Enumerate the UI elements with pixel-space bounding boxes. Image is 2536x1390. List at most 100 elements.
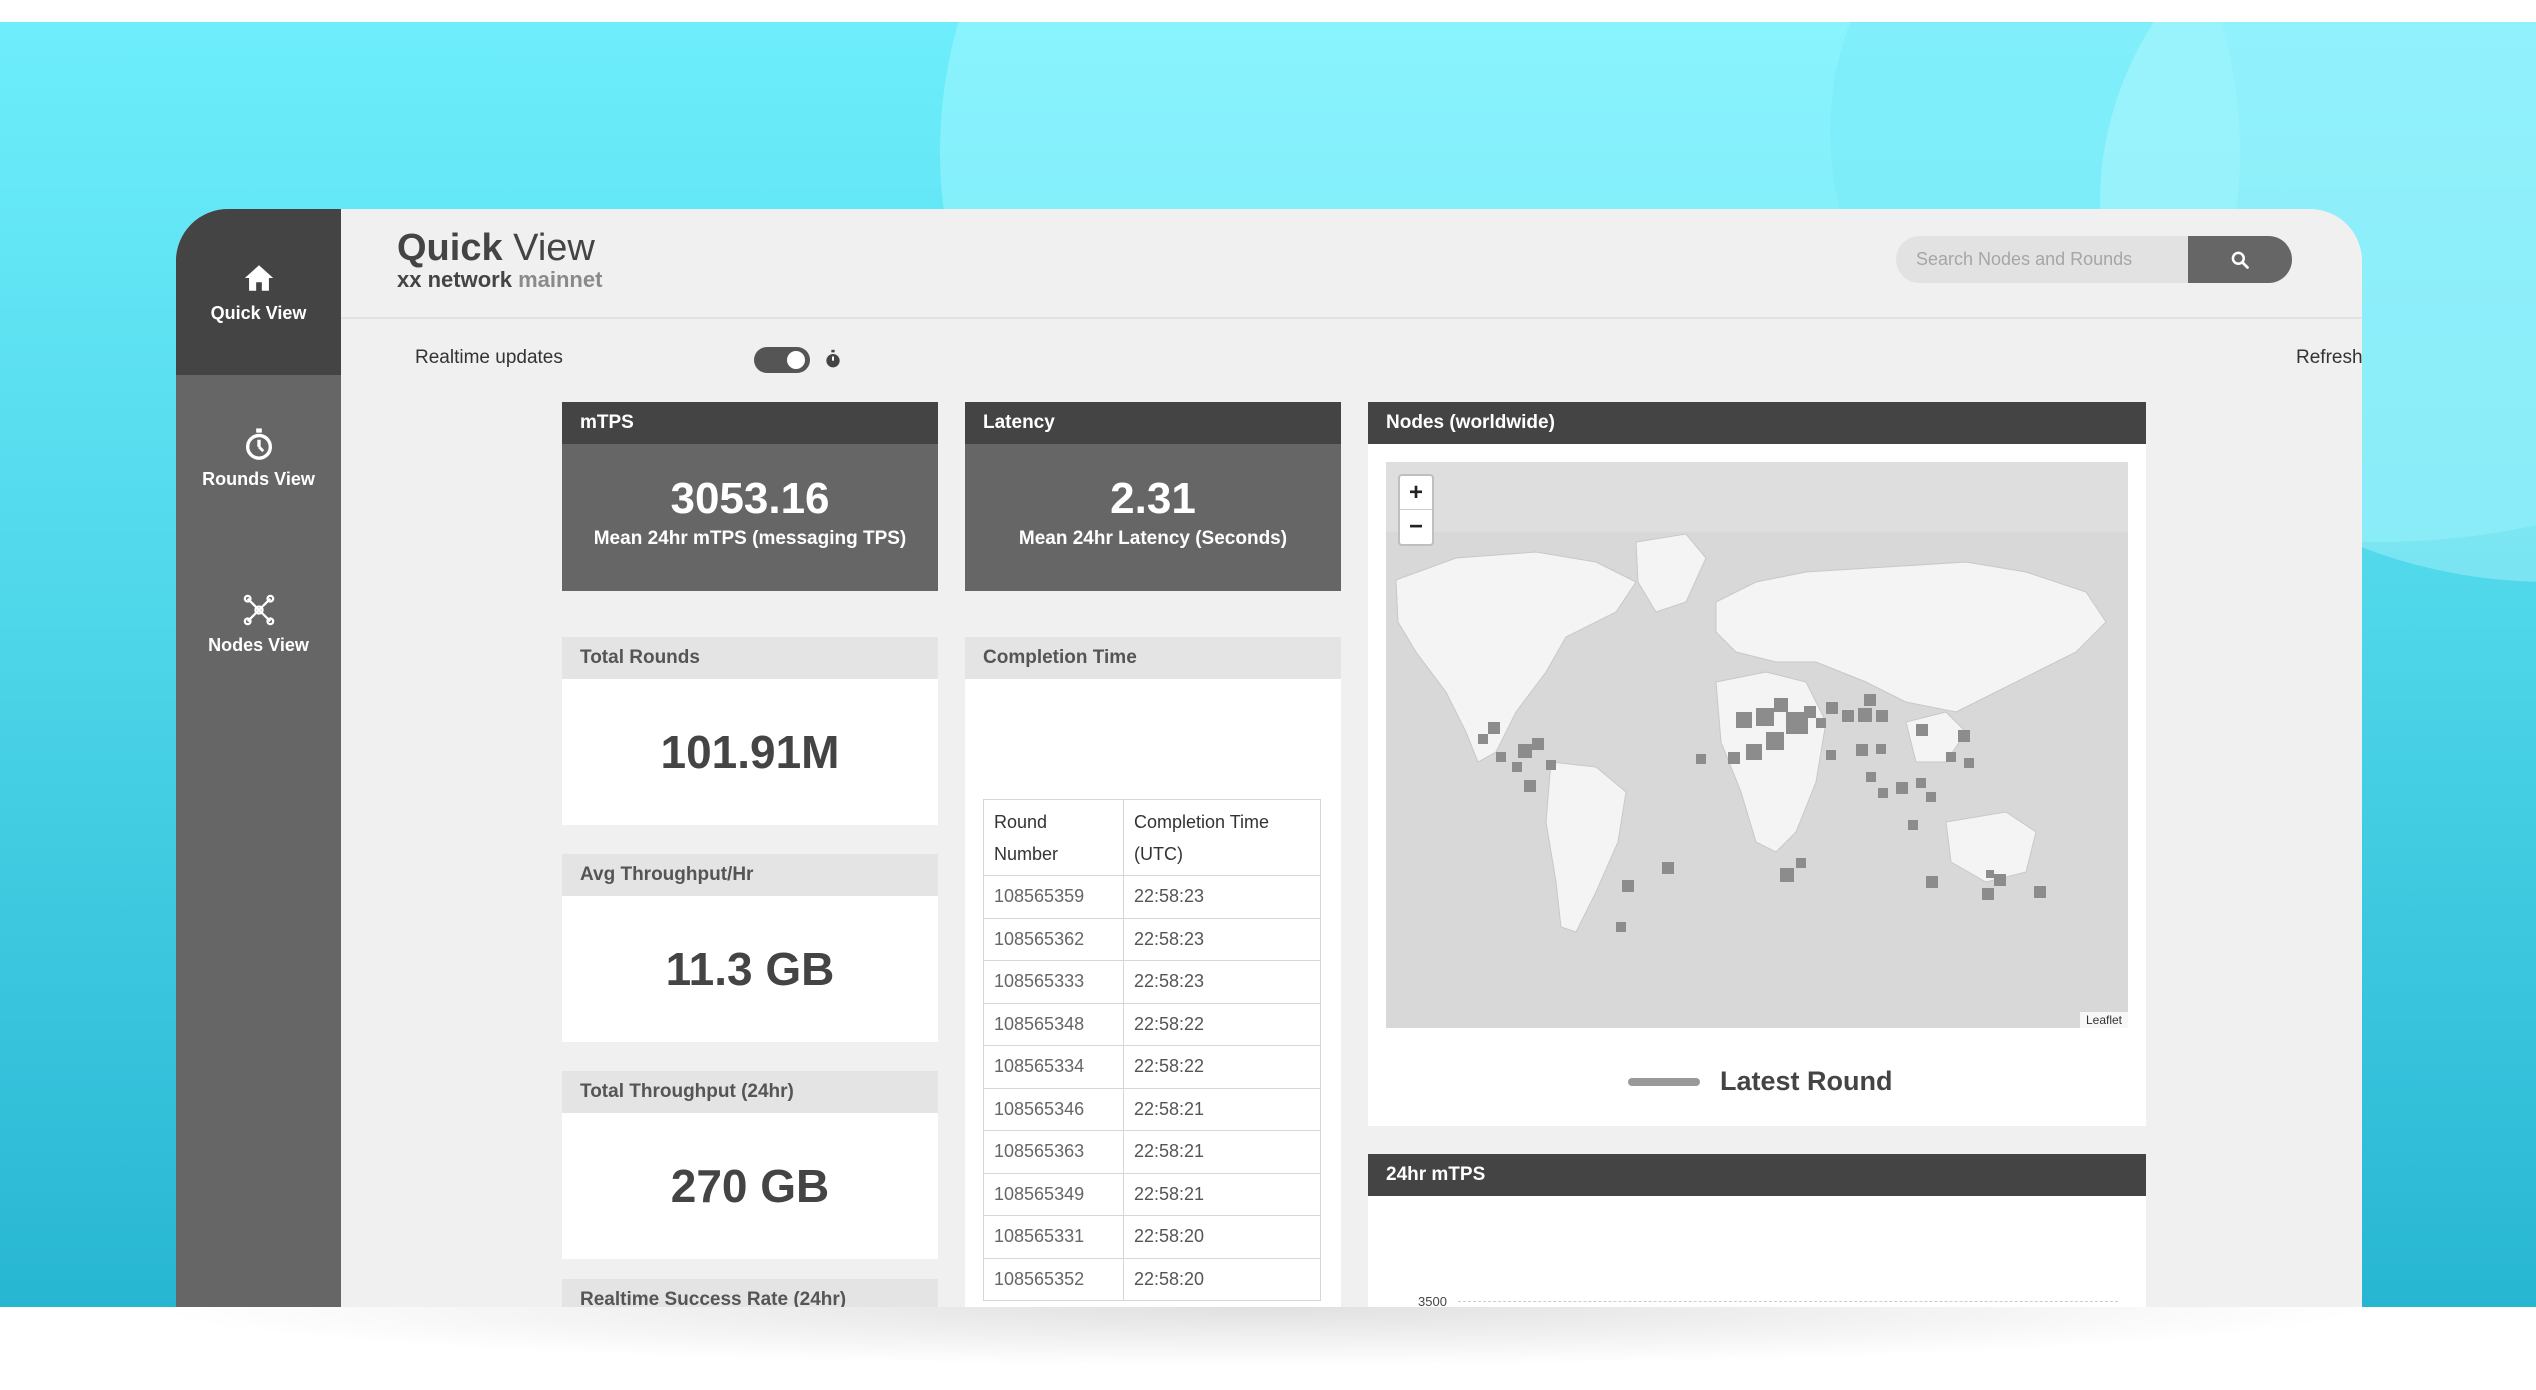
card-body: 101.91M — [562, 679, 938, 825]
mtps-chart-card: 24hr mTPS 3500 — [1368, 1154, 2146, 1307]
sidebar-item-rounds-view[interactable]: Rounds View — [176, 375, 341, 541]
zoom-in-button[interactable]: + — [1400, 476, 1432, 510]
y-tick-label: 3500 — [1418, 1294, 1447, 1307]
card-body: 270 GB — [562, 1113, 938, 1259]
world-map-graphic — [1386, 462, 2128, 933]
world-map[interactable]: + − Leaflet — [1386, 462, 2128, 1028]
table-row[interactable]: 108565334 22:58:22 — [983, 1045, 1321, 1089]
completion-time: 22:58:21 — [1123, 1087, 1321, 1131]
latency-caption: Mean 24hr Latency (Seconds) — [1018, 528, 1288, 549]
page-header: Quick View xx network mainnet — [341, 209, 2362, 319]
stopwatch-icon — [826, 349, 840, 368]
completion-time: 22:58:21 — [1123, 1172, 1321, 1216]
page-title: Quick View — [397, 227, 595, 270]
page-title-bold: Quick — [397, 227, 503, 269]
avg-throughput-card: Avg Throughput/Hr 11.3 GB — [562, 854, 938, 1042]
table-row[interactable]: 108565346 22:58:21 — [983, 1087, 1321, 1131]
table-row[interactable]: 108565363 22:58:21 — [983, 1130, 1321, 1174]
search-icon — [2231, 251, 2249, 269]
nodes-map-card: Nodes (worldwide) — [1368, 402, 2146, 1126]
total-throughput-card: Total Throughput (24hr) 270 GB — [562, 1071, 938, 1259]
stopwatch-icon — [245, 427, 272, 460]
search-button[interactable] — [2188, 236, 2292, 283]
avg-throughput-value: 11.3 GB — [665, 943, 835, 995]
completion-time: 22:58:23 — [1123, 875, 1321, 919]
completion-time: 22:58:21 — [1123, 1130, 1321, 1174]
round-number: 108565359 — [983, 875, 1124, 919]
toolbar: Realtime updates Refresh — [341, 321, 2362, 393]
round-number: 108565331 — [983, 1215, 1124, 1259]
card-body: Round Number Completion Time (UTC) 10856… — [965, 679, 1341, 1307]
latency-value: 2.31 — [1110, 474, 1196, 523]
completion-time: 22:58:23 — [1123, 960, 1321, 1004]
table-row[interactable]: 108565352 22:58:20 — [983, 1257, 1321, 1301]
table-header-row: Round Number Completion Time (UTC) — [983, 799, 1321, 876]
table-row[interactable]: 108565349 22:58:21 — [983, 1172, 1321, 1216]
round-number: 108565346 — [983, 1087, 1124, 1131]
legend-label: Latest Round — [1720, 1066, 1893, 1096]
table-row[interactable]: 108565362 22:58:23 — [983, 917, 1321, 961]
round-number: 108565348 — [983, 1002, 1124, 1046]
app-window: Quick View Rounds View Nodes View Quick … — [176, 209, 2362, 1307]
round-number: 108565352 — [983, 1257, 1124, 1301]
sidebar: Quick View Rounds View Nodes View — [176, 209, 341, 1307]
card-title: 24hr mTPS — [1368, 1154, 2146, 1196]
column-header: Completion Time (UTC) — [1123, 799, 1321, 876]
table-row[interactable]: 108565333 22:58:23 — [983, 960, 1321, 1004]
completion-time: 22:58:22 — [1123, 1045, 1321, 1089]
completion-table: Round Number Completion Time (UTC) 10856… — [983, 799, 1321, 1301]
sidebar-item-label: Rounds View — [202, 468, 315, 489]
round-number: 108565334 — [983, 1045, 1124, 1089]
mtps-card: mTPS 3053.16 Mean 24hr mTPS (messaging T… — [562, 402, 938, 591]
completion-time: 22:58:20 — [1123, 1215, 1321, 1259]
completion-time: 22:58:20 — [1123, 1257, 1321, 1301]
table-row[interactable]: 108565359 22:58:23 — [983, 875, 1321, 919]
card-body: 2.31 Mean 24hr Latency (Seconds) — [965, 444, 1341, 591]
total-throughput-value: 270 GB — [670, 1160, 830, 1212]
home-icon — [244, 264, 273, 291]
table-row[interactable]: 108565331 22:58:20 — [983, 1215, 1321, 1259]
completion-time: 22:58:23 — [1123, 917, 1321, 961]
success-rate-card: Realtime Success Rate (24hr) — [562, 1279, 938, 1307]
search-input[interactable] — [1896, 236, 2188, 283]
card-title: Latency — [965, 402, 1341, 444]
sidebar-item-label: Quick View — [210, 302, 307, 323]
column-header: Round Number — [983, 799, 1124, 876]
total-rounds-value: 101.91M — [660, 726, 840, 778]
card-title: Realtime Success Rate (24hr) — [562, 1279, 938, 1307]
mtps-value: 3053.16 — [670, 474, 830, 523]
completion-time-card: Completion Time Round Number Completion … — [965, 637, 1341, 1307]
round-number: 108565349 — [983, 1172, 1124, 1216]
refresh-button[interactable]: Refresh — [2296, 347, 2362, 368]
page-subtitle: xx network mainnet — [397, 267, 602, 293]
map-attribution[interactable]: Leaflet — [2079, 1012, 2128, 1028]
completion-time: 22:58:22 — [1123, 1002, 1321, 1046]
sidebar-item-label: Nodes View — [208, 634, 309, 655]
card-title: mTPS — [562, 402, 938, 444]
latency-card: Latency 2.31 Mean 24hr Latency (Seconds) — [965, 402, 1341, 591]
map-zoom-control: + − — [1398, 474, 1434, 546]
grid-line — [1458, 1301, 2118, 1302]
card-title: Avg Throughput/Hr — [562, 854, 938, 896]
chart-body: 3500 — [1368, 1196, 2146, 1307]
toggle-knob — [787, 351, 805, 369]
nodes-graph-icon — [243, 594, 274, 625]
sidebar-item-nodes-view[interactable]: Nodes View — [176, 541, 341, 707]
network-name: xx network — [397, 267, 512, 292]
card-title: Completion Time — [965, 637, 1341, 679]
card-title: Total Rounds — [562, 637, 938, 679]
sidebar-item-quick-view[interactable]: Quick View — [176, 209, 341, 375]
total-rounds-card: Total Rounds 101.91M — [562, 637, 938, 825]
table-row[interactable]: 108565348 22:58:22 — [983, 1002, 1321, 1046]
network-env: mainnet — [518, 267, 603, 292]
card-body: 11.3 GB — [562, 896, 938, 1042]
realtime-label: Realtime updates — [415, 347, 563, 368]
search-bar — [1896, 236, 2292, 283]
realtime-toggle[interactable] — [754, 347, 810, 373]
card-body: 3053.16 Mean 24hr mTPS (messaging TPS) — [562, 444, 938, 591]
zoom-out-button[interactable]: − — [1408, 513, 1423, 540]
main-content: Quick View xx network mainnet Realtime u… — [341, 209, 2362, 1307]
page-title-light: View — [513, 227, 595, 269]
round-number: 108565333 — [983, 960, 1124, 1004]
legend-swatch — [1628, 1078, 1700, 1086]
